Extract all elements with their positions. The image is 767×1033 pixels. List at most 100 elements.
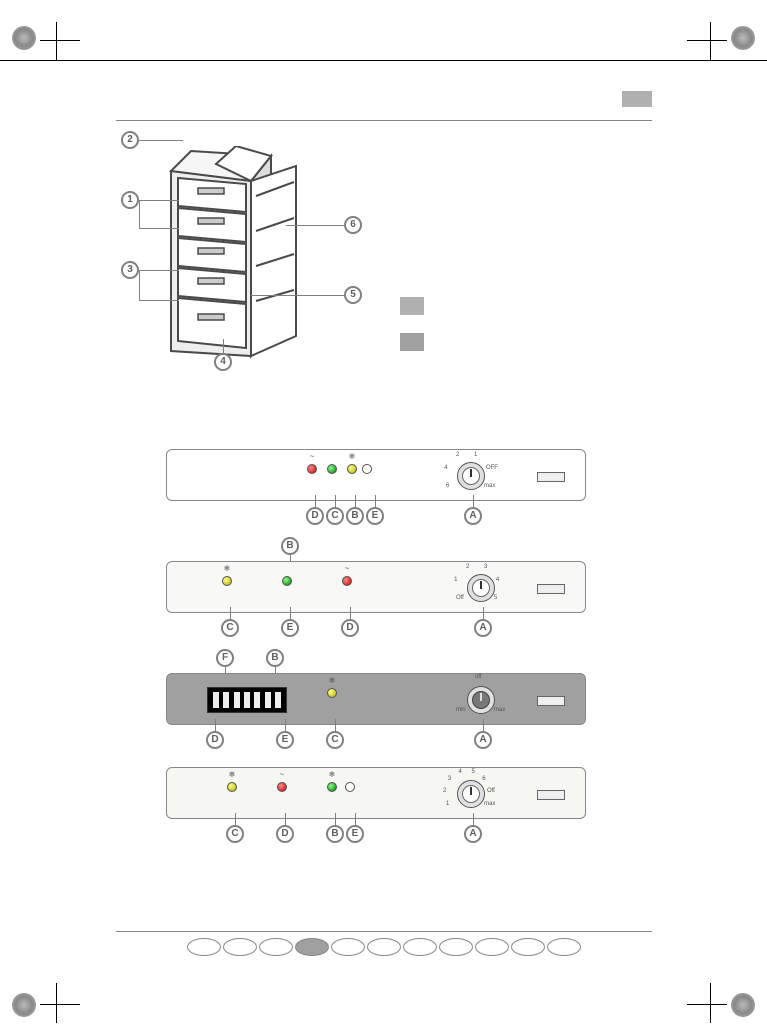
dial-tick: 5 xyxy=(494,595,497,601)
callout-4: 4 xyxy=(214,353,232,371)
nameplate-slot xyxy=(537,472,565,482)
indicator-led-white xyxy=(345,782,355,792)
panel-label-C: C xyxy=(226,825,244,843)
panel-label-A: A xyxy=(474,731,492,749)
led-icon: ❄ xyxy=(226,770,238,779)
indicator-led-green xyxy=(282,576,292,586)
dial-tick: 5 xyxy=(471,769,474,775)
callout-5: 5 xyxy=(344,286,362,304)
dial-tick: 2 xyxy=(443,788,446,794)
dial-tick: max xyxy=(494,707,505,713)
panel-label-B: B xyxy=(266,649,284,667)
panel-label-C: C xyxy=(326,731,344,749)
dial-tick: 6 xyxy=(446,483,449,489)
page-bubble xyxy=(403,938,437,956)
dial-tick: 3 xyxy=(484,564,487,570)
panel-label-A: A xyxy=(464,507,482,525)
dial-tick: Off xyxy=(487,788,495,794)
freezer-svg xyxy=(156,146,301,361)
dial-tick: min xyxy=(456,707,466,713)
dial-tick: 2 xyxy=(466,564,469,570)
indicator-led-yellow xyxy=(327,688,337,698)
indicator-led-yellow xyxy=(222,576,232,586)
indicator-led-yellow xyxy=(227,782,237,792)
panel-label-C: C xyxy=(326,507,344,525)
panel-label-D: D xyxy=(306,507,324,525)
dial-tick: 1 xyxy=(474,452,477,458)
panel2: Off 1 2 3 4 5 ❄ ~ xyxy=(166,561,586,613)
panel3-wrap: FBminoffmax❄DECA xyxy=(166,647,586,755)
panel-label-C: C xyxy=(221,619,239,637)
page-bubble xyxy=(511,938,545,956)
dial-tick: OFF xyxy=(486,465,498,471)
nameplate-slot xyxy=(537,790,565,800)
thermostat-dial[interactable] xyxy=(457,780,485,808)
header-tab xyxy=(622,91,652,107)
dial-tick: 6 xyxy=(482,776,485,782)
panel-label-F: F xyxy=(216,649,234,667)
dial-tick: 3 xyxy=(448,776,451,782)
led-icon: ~ xyxy=(306,452,318,461)
footer xyxy=(116,931,652,956)
panel4-wrap: 123456Offmax❄~❄CDBEA xyxy=(166,759,586,849)
page-bubbles xyxy=(116,938,652,956)
dial-tick: 4 xyxy=(444,465,447,471)
dial-tick: 1 xyxy=(446,801,449,807)
thermostat-dial[interactable] xyxy=(457,462,485,490)
callout-3: 3 xyxy=(121,261,139,279)
panel1: 6 4 2 1 OFF max ~ ❄ xyxy=(166,449,586,501)
side-box-1 xyxy=(400,297,424,315)
thermostat-dial[interactable] xyxy=(467,686,495,714)
dial-tick: 2 xyxy=(456,452,459,458)
led-icon: ❄ xyxy=(221,564,233,573)
panel-label-D: D xyxy=(341,619,359,637)
page-bubble xyxy=(187,938,221,956)
page-bubble xyxy=(439,938,473,956)
led-icon: ❄ xyxy=(326,770,338,779)
thermostat-dial[interactable] xyxy=(467,574,495,602)
panel-label-E: E xyxy=(281,619,299,637)
panel-label-A: A xyxy=(474,619,492,637)
indicator-led-red xyxy=(307,464,317,474)
dial-tick: 4 xyxy=(496,577,499,583)
page-bubble xyxy=(295,938,329,956)
indicator-led-yellow xyxy=(347,464,357,474)
panel-label-E: E xyxy=(366,507,384,525)
indicator-led-green xyxy=(327,464,337,474)
side-box-2 xyxy=(400,333,424,351)
dial-tick: 1 xyxy=(454,577,457,583)
segment-display xyxy=(207,687,287,713)
page-bubble xyxy=(475,938,509,956)
indicator-led-green xyxy=(327,782,337,792)
page-bubble xyxy=(367,938,401,956)
freezer-diagram: 1 2 3 4 5 6 xyxy=(116,131,376,371)
panel3: minoffmax❄ xyxy=(166,673,586,725)
panel-label-E: E xyxy=(346,825,364,843)
page-frame: 1 2 3 4 5 6 6421OFFmax~❄DCBEABOff12345❄~… xyxy=(0,60,767,980)
panel4: 123456Offmax❄~❄ xyxy=(166,767,586,819)
dial-tick: max xyxy=(484,483,495,489)
panel-label-A: A xyxy=(464,825,482,843)
dial-tick: max xyxy=(484,801,495,807)
callout-6: 6 xyxy=(344,216,362,234)
page-bubble xyxy=(223,938,257,956)
side-color-boxes xyxy=(400,297,424,369)
page-bubble xyxy=(547,938,581,956)
led-icon: ~ xyxy=(341,564,353,573)
panel2-wrap: BOff12345❄~CEDA xyxy=(166,535,586,643)
control-panels: 6421OFFmax~❄DCBEABOff12345❄~CEDAFBminoff… xyxy=(116,441,652,849)
dial-tick: 4 xyxy=(459,769,462,775)
led-icon: ~ xyxy=(276,770,288,779)
indicator-led-red xyxy=(277,782,287,792)
page-bubble xyxy=(259,938,293,956)
led-icon: ❄ xyxy=(346,452,358,461)
dial-tick: off xyxy=(475,674,482,680)
panel-label-E: E xyxy=(276,731,294,749)
nameplate-slot xyxy=(537,696,565,706)
page-bubble xyxy=(331,938,365,956)
dial-tick: Off xyxy=(456,595,464,601)
callout-1: 1 xyxy=(121,191,139,209)
nameplate-slot xyxy=(537,584,565,594)
indicator-led-red xyxy=(342,576,352,586)
panel-label-B: B xyxy=(326,825,344,843)
